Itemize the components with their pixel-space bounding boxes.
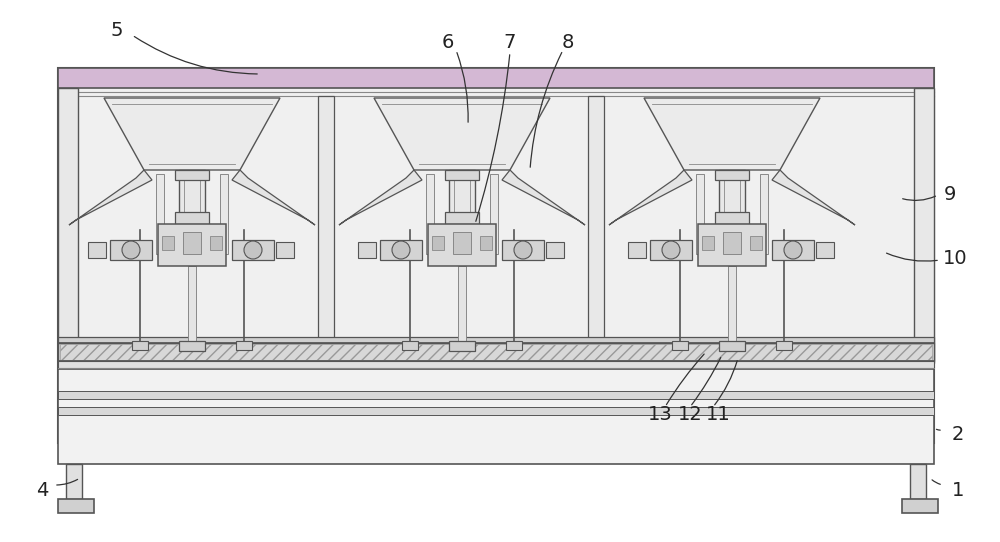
Bar (58, 391, 934, 399)
Polygon shape (609, 170, 692, 225)
Polygon shape (69, 170, 152, 225)
Circle shape (784, 241, 802, 259)
Bar (58, 361, 934, 368)
Bar (66, 464, 82, 499)
Bar (696, 174, 704, 254)
Polygon shape (339, 170, 422, 225)
Bar (183, 232, 201, 254)
Polygon shape (502, 170, 585, 225)
Text: 2: 2 (952, 425, 964, 444)
Bar (719, 341, 745, 351)
Bar (698, 224, 766, 266)
Bar (58, 88, 78, 363)
Bar (162, 236, 174, 250)
Bar (506, 341, 522, 350)
Bar (715, 212, 749, 224)
Bar (358, 242, 376, 258)
Bar (58, 343, 934, 361)
Bar (60, 344, 932, 360)
Bar (628, 242, 646, 258)
Bar (728, 266, 736, 341)
Polygon shape (232, 170, 315, 225)
Bar (58, 337, 934, 343)
Bar (58, 68, 934, 88)
Bar (188, 266, 196, 341)
Circle shape (392, 241, 410, 259)
Bar (546, 242, 564, 258)
Circle shape (662, 241, 680, 259)
Bar (276, 242, 294, 258)
Polygon shape (644, 98, 820, 170)
Text: 11: 11 (706, 405, 730, 424)
Text: 6: 6 (442, 33, 454, 51)
Bar (402, 341, 418, 350)
Circle shape (514, 241, 532, 259)
Bar (458, 266, 466, 341)
Bar (428, 224, 496, 266)
Bar (445, 170, 479, 180)
Bar (58, 68, 934, 443)
Bar (719, 170, 745, 224)
Polygon shape (772, 170, 855, 225)
Bar (232, 240, 274, 260)
Bar (910, 464, 926, 499)
Bar (723, 232, 741, 254)
Bar (760, 174, 768, 254)
Text: 13: 13 (648, 405, 672, 424)
Bar (914, 88, 934, 363)
Bar (772, 240, 814, 260)
Text: 10: 10 (943, 248, 967, 268)
Bar (902, 499, 938, 513)
Bar (220, 174, 228, 254)
Bar (175, 212, 209, 224)
Bar (750, 236, 762, 250)
Polygon shape (374, 98, 550, 170)
Polygon shape (104, 98, 280, 170)
Bar (776, 341, 792, 350)
Bar (318, 96, 334, 343)
Text: 12: 12 (678, 405, 702, 424)
Bar (490, 174, 498, 254)
Bar (426, 174, 434, 254)
Bar (58, 369, 934, 464)
Bar (110, 240, 152, 260)
Circle shape (122, 241, 140, 259)
Text: 4: 4 (36, 481, 48, 500)
Bar (88, 242, 106, 258)
Bar (236, 341, 252, 350)
Bar (672, 341, 688, 350)
Text: 1: 1 (952, 481, 964, 500)
Bar (480, 236, 492, 250)
Bar (132, 341, 148, 350)
Bar (210, 236, 222, 250)
Bar (449, 170, 475, 224)
Text: 8: 8 (562, 33, 574, 51)
Bar (588, 96, 604, 343)
Bar (380, 240, 422, 260)
Bar (156, 174, 164, 254)
Bar (650, 240, 692, 260)
Bar (702, 236, 714, 250)
Bar (453, 232, 471, 254)
Bar (158, 224, 226, 266)
Text: 5: 5 (111, 21, 123, 40)
Bar (179, 341, 205, 351)
Bar (432, 236, 444, 250)
Bar (816, 242, 834, 258)
Bar (175, 170, 209, 180)
Bar (445, 212, 479, 224)
Bar (715, 170, 749, 180)
Text: 7: 7 (504, 33, 516, 51)
Bar (449, 341, 475, 351)
Bar (58, 499, 94, 513)
Text: 9: 9 (944, 185, 956, 204)
Bar (58, 407, 934, 415)
Circle shape (244, 241, 262, 259)
Bar (179, 170, 205, 224)
Bar (502, 240, 544, 260)
